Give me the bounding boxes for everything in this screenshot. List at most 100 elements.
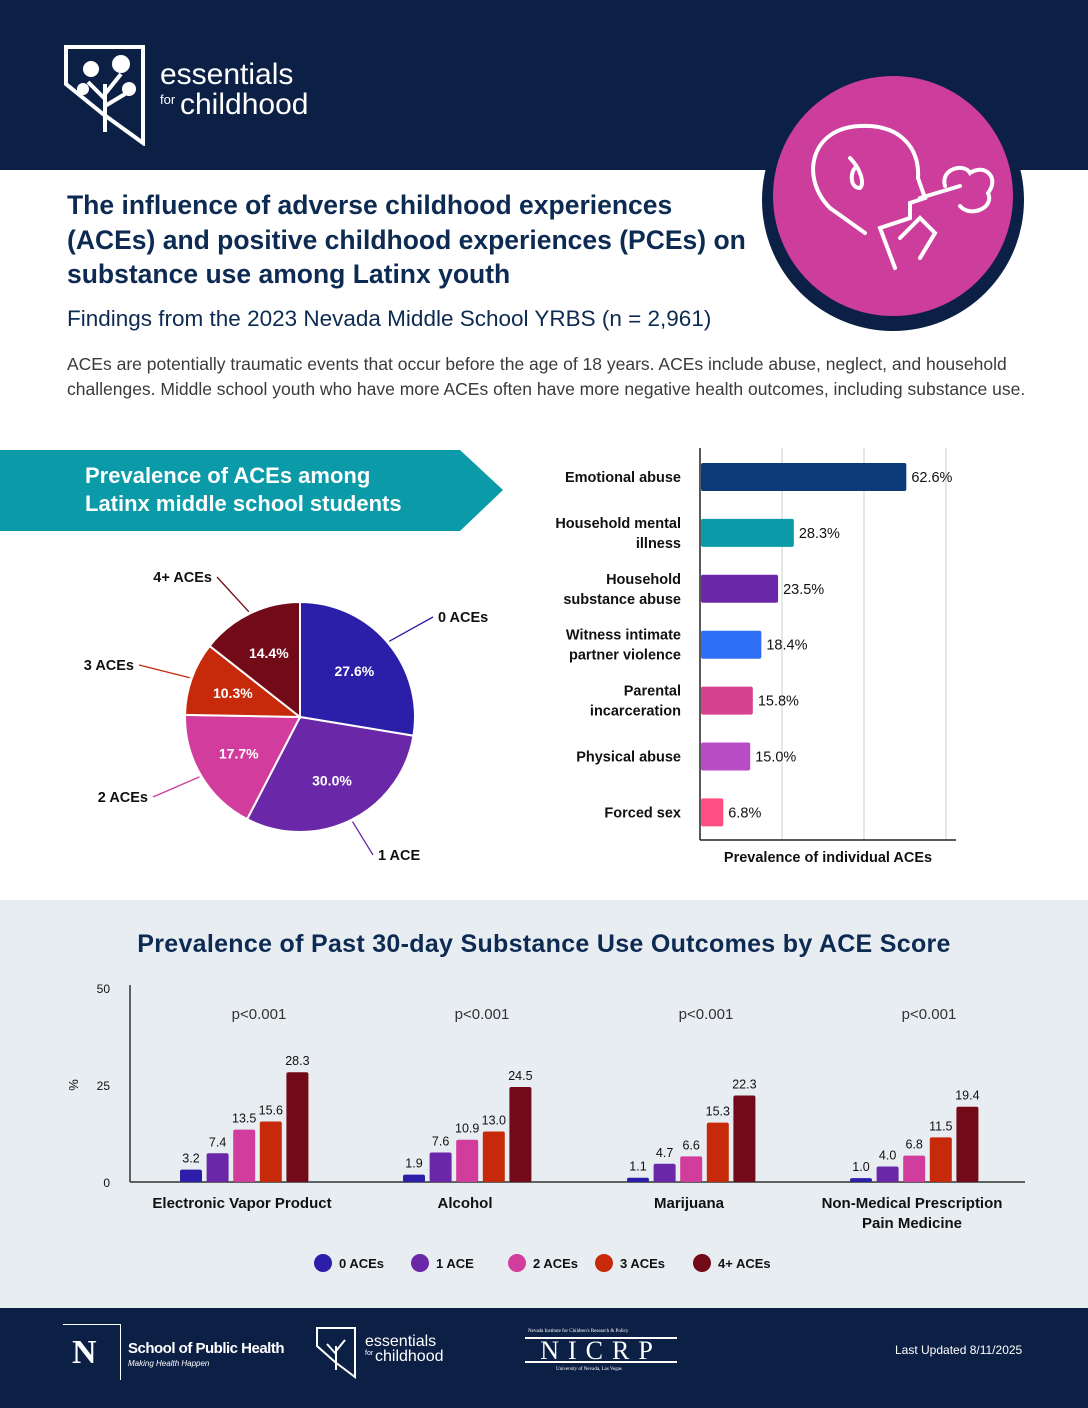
- sph-tagline: Making Health Happen: [128, 1359, 210, 1368]
- bar: [876, 1166, 899, 1182]
- efc-text-essentials: essentials: [365, 1333, 437, 1350]
- section-banner: [0, 450, 503, 531]
- bar: [733, 1095, 756, 1182]
- bar: [286, 1072, 309, 1182]
- pie-value-label: 27.6%: [335, 663, 375, 679]
- individual-aces-bar-chart: 62.6% Emotional abuse 28.3% Household menta…: [555, 448, 956, 866]
- pie-slice: [184, 713, 302, 821]
- legend-label: 0 ACEs: [339, 1256, 384, 1271]
- legend-swatch: [595, 1254, 613, 1272]
- legend-label: 1 ACE: [436, 1256, 474, 1271]
- bar-value-label: 7.4: [209, 1135, 226, 1149]
- bar-value-label: 22.3: [732, 1077, 756, 1091]
- bar: [429, 1152, 452, 1182]
- y-tick-label: 0: [103, 1176, 110, 1190]
- bar-value-label: 19.4: [955, 1089, 979, 1103]
- pie-slice: [245, 715, 415, 833]
- p-value-annotation: p<0.001: [679, 1006, 734, 1023]
- p-value-annotation: p<0.001: [232, 1006, 287, 1023]
- bar: [706, 1122, 729, 1182]
- bar-value-label: 15.6: [259, 1103, 283, 1117]
- page-title: The influence of adverse childhood exper…: [67, 190, 746, 289]
- pie-leader-line: [351, 821, 374, 856]
- pie-category-label: 1 ACE: [378, 848, 420, 864]
- bar: [259, 1121, 282, 1182]
- substance-use-section: [0, 900, 1088, 1308]
- bar-value-label: 10.9: [455, 1122, 479, 1136]
- pie-category-label: 2 ACEs: [98, 790, 148, 806]
- legend-swatch: [314, 1254, 332, 1272]
- legend-label: 3 ACEs: [620, 1256, 665, 1271]
- legend-swatch: [411, 1254, 429, 1272]
- pie-leader-line: [152, 776, 200, 798]
- pie-category-label: 0 ACEs: [438, 610, 488, 626]
- pie-slice: [299, 600, 416, 737]
- logo-text-for: for: [160, 92, 176, 107]
- bar: [482, 1131, 505, 1182]
- bar-value-label: 1.1: [629, 1160, 646, 1174]
- bar-value-label: 1.9: [405, 1157, 422, 1171]
- bar-category-label: Household: [606, 572, 681, 588]
- pie-category-label: 4+ ACEs: [153, 570, 212, 586]
- x-axis-title: Prevalence of individual ACEs: [724, 850, 932, 866]
- bar: [653, 1163, 676, 1182]
- bar-category-label: substance abuse: [563, 592, 681, 608]
- banner-heading: Prevalence of ACEs among Latinx middle s…: [85, 462, 402, 518]
- legend-swatch: [508, 1254, 526, 1272]
- bar-value-label: 13.5: [232, 1112, 256, 1126]
- bar: [701, 686, 753, 715]
- legend-label: 2 ACEs: [533, 1256, 578, 1271]
- bar-value-label: 1.0: [852, 1160, 869, 1174]
- pie-leader-line: [388, 616, 434, 642]
- banner-line-2: Latinx middle school students: [85, 491, 402, 516]
- efc-text-childhood: childhood: [375, 1348, 444, 1365]
- category-label: Electronic Vapor Product: [152, 1195, 331, 1212]
- bar: [701, 742, 751, 771]
- bar-category-label: Household mental: [555, 516, 681, 532]
- efc-text-for: for: [365, 1350, 374, 1357]
- bar: [627, 1177, 649, 1182]
- p-value-annotation: p<0.001: [902, 1006, 957, 1023]
- bar: [929, 1137, 952, 1182]
- bar-category-label: Physical abuse: [576, 750, 681, 766]
- bar-value-label: 15.8%: [758, 694, 799, 710]
- substance-use-bar-chart: 0 25 50% p<0.001 3.2 7.4 13.515.6 28.3 Electroni…: [66, 982, 1025, 1272]
- bar-value-label: 6.8%: [728, 805, 761, 821]
- banner-line-1: Prevalence of ACEs among: [85, 463, 371, 488]
- logo-text-childhood: childhood: [180, 88, 309, 121]
- bar-value-label: 11.5: [929, 1119, 952, 1133]
- legend-swatch: [693, 1254, 711, 1272]
- bar-category-label: Emotional abuse: [565, 470, 681, 486]
- category-label: Alcohol: [438, 1195, 493, 1212]
- bar-value-label: 13.0: [482, 1114, 506, 1128]
- bar-value-label: 23.5%: [783, 582, 824, 598]
- bar-value-label: 4.0: [879, 1148, 896, 1162]
- nicrp-logo: NICRP: [525, 1337, 677, 1364]
- category-label: Pain Medicine: [862, 1215, 962, 1232]
- ace-pie-chart: 27.6% 0 ACEs 30.0% 1 ACE 17.7% 2 ACEs 10.3% 3 A…: [84, 570, 488, 864]
- bar: [206, 1153, 229, 1182]
- nicrp-bottom-text: University of Nevada, Las Vegas: [556, 1367, 622, 1372]
- bar-value-label: 15.0%: [755, 750, 796, 766]
- bar: [233, 1129, 256, 1182]
- hero-circle: [762, 69, 1024, 331]
- legend-label: 4+ ACEs: [718, 1256, 771, 1271]
- bar: [180, 1169, 202, 1182]
- bar-value-label: 28.3: [285, 1054, 309, 1068]
- category-label: Non-Medical Prescription: [822, 1195, 1003, 1212]
- bar: [509, 1086, 532, 1182]
- footer: N School of Public Health Making Health …: [0, 1308, 1088, 1408]
- category-label: Marijuana: [654, 1195, 725, 1212]
- sph-name: School of Public Health: [128, 1340, 285, 1357]
- bar: [850, 1178, 872, 1182]
- pie-value-label: 14.4%: [249, 645, 289, 661]
- bar: [956, 1106, 979, 1182]
- bar: [903, 1155, 926, 1182]
- p-value-annotation: p<0.001: [455, 1006, 510, 1023]
- bar-value-label: 62.6%: [911, 470, 952, 486]
- bar: [403, 1174, 425, 1182]
- bar-value-label: 6.8: [906, 1138, 923, 1152]
- unr-logo-frame: [63, 1324, 121, 1380]
- bar-category-label: illness: [636, 536, 681, 552]
- pie-value-label: 30.0%: [312, 773, 352, 789]
